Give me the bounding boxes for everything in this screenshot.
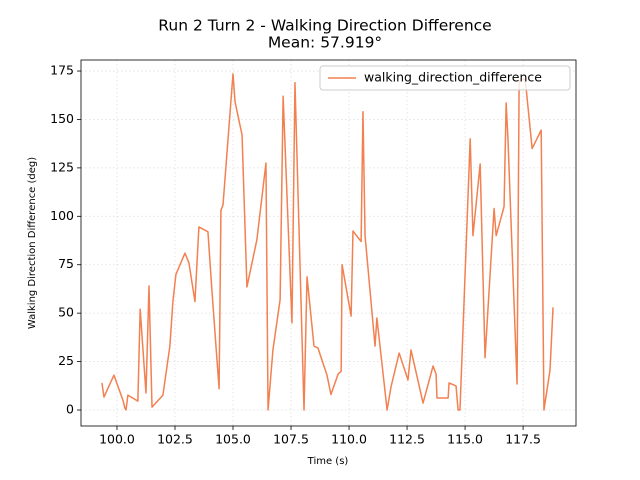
y-tick-label: 100 xyxy=(50,208,74,223)
y-tick-label: 50 xyxy=(58,305,74,320)
y-tick-label: 150 xyxy=(50,111,74,126)
x-tick-label: 115.0 xyxy=(447,432,483,447)
x-tick-label: 112.5 xyxy=(389,432,425,447)
x-tick-label: 100.0 xyxy=(99,432,135,447)
y-axis-label: Walking Direction Difference (deg) xyxy=(27,157,38,329)
data-line xyxy=(101,73,554,411)
x-tick-label: 107.5 xyxy=(273,432,309,447)
chart-title: Run 2 Turn 2 - Walking Direction Differe… xyxy=(158,17,491,35)
x-tick-label: 110.0 xyxy=(331,432,367,447)
y-tick-label: 0 xyxy=(66,402,74,417)
y-tick-label: 175 xyxy=(50,63,74,78)
x-tick-label: 102.5 xyxy=(157,432,193,447)
x-axis-label: Time (s) xyxy=(307,456,349,467)
legend-label: walking_direction_difference xyxy=(364,70,542,85)
x-tick-label: 105.0 xyxy=(215,432,251,447)
legend-box xyxy=(319,65,571,91)
x-tick-label: 117.5 xyxy=(505,432,541,447)
y-tick-label: 75 xyxy=(58,256,74,271)
chart-subtitle: Mean: 57.919° xyxy=(268,34,382,52)
plot-frame xyxy=(80,59,577,427)
y-tick-label: 125 xyxy=(50,159,74,174)
y-tick-label: 25 xyxy=(58,353,74,368)
